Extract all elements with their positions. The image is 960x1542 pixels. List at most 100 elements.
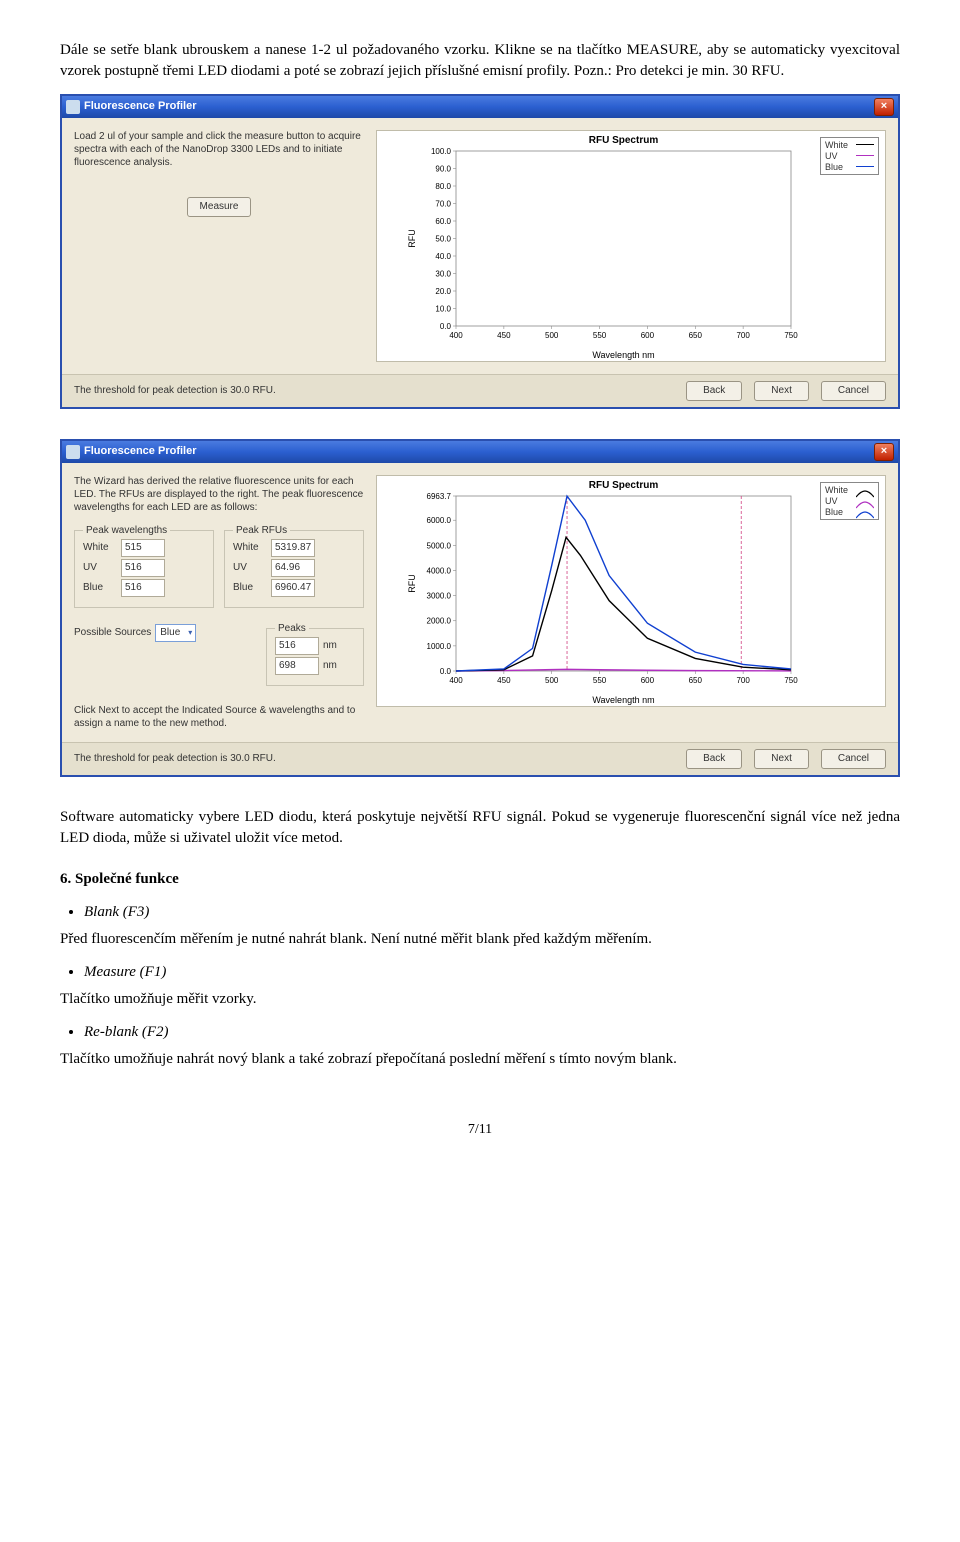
wl-uv: 516 [121, 559, 165, 577]
svg-text:RFU: RFU [407, 574, 417, 593]
svg-text:30.0: 30.0 [435, 270, 451, 279]
svg-text:0.0: 0.0 [440, 667, 452, 676]
close-icon[interactable]: × [874, 98, 894, 116]
item-text: Tlačítko umožňuje nahrát nový blank a ta… [60, 1049, 900, 1070]
item-text: Před fluorescenčím měřením je nutné nahr… [60, 929, 900, 950]
chart-legend: WhiteUVBlue [820, 482, 879, 520]
peaks-title: Peaks [275, 622, 309, 636]
svg-text:600: 600 [641, 676, 655, 685]
svg-text:80.0: 80.0 [435, 182, 451, 191]
after-text: Software automaticky vybere LED diodu, k… [60, 807, 900, 849]
label-white: White [233, 541, 267, 555]
svg-text:6963.7: 6963.7 [427, 492, 452, 501]
intro-paragraph: Dále se setře blank ubrouskem a nanese 1… [60, 40, 900, 82]
svg-text:100.0: 100.0 [431, 147, 452, 156]
svg-text:650: 650 [689, 676, 703, 685]
window-title: Fluorescence Profiler [84, 444, 197, 459]
svg-text:50.0: 50.0 [435, 235, 451, 244]
svg-text:Wavelength nm: Wavelength nm [592, 350, 654, 360]
svg-text:40.0: 40.0 [435, 252, 451, 261]
cancel-button[interactable]: Cancel [821, 381, 886, 401]
legend-row: White [825, 140, 874, 151]
label-uv: UV [233, 561, 267, 575]
possible-sources-label: Possible Sources [74, 626, 151, 640]
svg-text:700: 700 [736, 331, 750, 340]
svg-text:60.0: 60.0 [435, 217, 451, 226]
section-title: 6. Společné funkce [60, 869, 900, 890]
svg-text:10.0: 10.0 [435, 305, 451, 314]
svg-text:450: 450 [497, 676, 511, 685]
cancel-button[interactable]: Cancel [821, 749, 886, 769]
label-uv: UV [83, 561, 117, 575]
rfu-uv: 64.96 [271, 559, 315, 577]
back-button[interactable]: Back [686, 749, 742, 769]
svg-text:1000.0: 1000.0 [427, 642, 452, 651]
source-select[interactable]: Blue ▾ [155, 624, 196, 642]
profiler-window-2: Fluorescence Profiler × The Wizard has d… [60, 439, 900, 777]
svg-text:4000.0: 4000.0 [427, 566, 452, 575]
svg-text:2000.0: 2000.0 [427, 617, 452, 626]
titlebar: Fluorescence Profiler × [62, 441, 898, 463]
nm-label: nm [323, 639, 337, 653]
bullet-item: Re-blank (F2) [84, 1022, 900, 1043]
svg-text:750: 750 [784, 676, 798, 685]
svg-text:5000.0: 5000.0 [427, 541, 452, 550]
svg-text:400: 400 [449, 676, 463, 685]
measure-button[interactable]: Measure [187, 197, 252, 217]
instruction-text: Load 2 ul of your sample and click the m… [74, 130, 364, 169]
click-next-text: Click Next to accept the Indicated Sourc… [74, 704, 364, 730]
peak-a: 516 [275, 637, 319, 655]
next-button[interactable]: Next [754, 381, 809, 401]
rfu-blue: 6960.47 [271, 579, 315, 597]
svg-text:400: 400 [449, 331, 463, 340]
wl-blue: 516 [121, 579, 165, 597]
nm-label: nm [323, 659, 337, 673]
svg-text:6000.0: 6000.0 [427, 516, 452, 525]
next-button[interactable]: Next [754, 749, 809, 769]
item-text: Tlačítko umožňuje měřit vzorky. [60, 989, 900, 1010]
svg-text:RFU Spectrum: RFU Spectrum [589, 480, 659, 491]
svg-text:20.0: 20.0 [435, 287, 451, 296]
window-title: Fluorescence Profiler [84, 99, 197, 114]
profiler-window-1: Fluorescence Profiler × Load 2 ul of you… [60, 94, 900, 409]
label-blue: Blue [233, 581, 267, 595]
app-icon [66, 445, 80, 459]
threshold-text: The threshold for peak detection is 30.0… [74, 384, 276, 398]
peak-b: 698 [275, 657, 319, 675]
peak-rfus-title: Peak RFUs [233, 524, 290, 538]
svg-text:RFU: RFU [407, 229, 417, 248]
svg-text:600: 600 [641, 331, 655, 340]
chart-panel-2: RFU Spectrum6963.76000.05000.04000.03000… [376, 475, 886, 707]
bottom-bar: The threshold for peak detection is 30.0… [62, 742, 898, 775]
svg-text:0.0: 0.0 [440, 322, 452, 331]
svg-text:700: 700 [736, 676, 750, 685]
svg-text:Wavelength nm: Wavelength nm [592, 695, 654, 705]
chart-panel-1: RFU Spectrum100.090.080.070.060.050.040.… [376, 130, 886, 362]
source-select-value: Blue [160, 626, 180, 640]
bottom-bar: The threshold for peak detection is 30.0… [62, 374, 898, 407]
derived-text: The Wizard has derived the relative fluo… [74, 475, 364, 514]
bullet-item: Measure (F1) [84, 962, 900, 983]
legend-row: White [825, 485, 874, 496]
wl-white: 515 [121, 539, 165, 557]
close-icon[interactable]: × [874, 443, 894, 461]
legend-row: UV [825, 151, 874, 162]
page-number: 7/11 [60, 1120, 900, 1140]
svg-text:650: 650 [689, 331, 703, 340]
label-blue: Blue [83, 581, 117, 595]
titlebar: Fluorescence Profiler × [62, 96, 898, 118]
svg-text:90.0: 90.0 [435, 165, 451, 174]
bullet-item: Blank (F3) [84, 902, 900, 923]
label-white: White [83, 541, 117, 555]
svg-text:450: 450 [497, 331, 511, 340]
app-icon [66, 100, 80, 114]
chart-legend: WhiteUVBlue [820, 137, 879, 175]
rfu-white: 5319.87 [271, 539, 315, 557]
svg-text:500: 500 [545, 676, 559, 685]
chevron-down-icon: ▾ [188, 627, 192, 638]
svg-text:750: 750 [784, 331, 798, 340]
svg-text:70.0: 70.0 [435, 200, 451, 209]
peak-wavelengths-title: Peak wavelengths [83, 524, 170, 538]
back-button[interactable]: Back [686, 381, 742, 401]
legend-row: Blue [825, 162, 874, 173]
